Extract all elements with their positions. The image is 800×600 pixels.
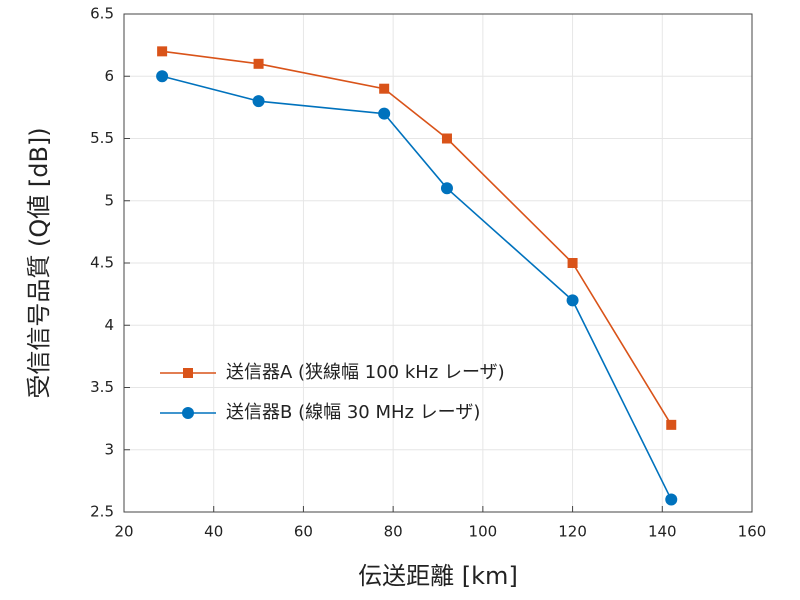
legend-label: 送信器A (狭線幅 100 kHz レーザ) <box>226 362 505 383</box>
x-tick-label: 100 <box>469 523 498 541</box>
marker <box>156 70 169 83</box>
x-tick-label: 80 <box>384 523 403 541</box>
y-tick-label: 6.5 <box>90 5 114 23</box>
x-axis-label: 伝送距離 [km] <box>358 562 518 590</box>
marker <box>157 46 168 57</box>
series-line <box>161 75 672 500</box>
marker <box>566 294 579 307</box>
marker <box>567 258 578 268</box>
marker <box>253 58 264 69</box>
y-tick-label: 5 <box>104 191 114 209</box>
y-tick-label: 4 <box>104 316 114 334</box>
marker <box>252 95 265 108</box>
y-tick-label: 2.5 <box>90 503 114 521</box>
x-tick-label: 40 <box>204 523 223 541</box>
series-line <box>162 50 672 426</box>
x-tick-label: 60 <box>294 523 313 541</box>
legend: 送信器A (狭線幅 100 kHz レーザ) 送信器B (線幅 30 MHz レー… <box>160 362 505 423</box>
marker <box>665 493 678 506</box>
y-tick-label: 3.5 <box>90 378 114 396</box>
marker <box>182 407 194 419</box>
x-tick-label: 20 <box>114 523 133 541</box>
y-tick-label: 5.5 <box>90 129 114 147</box>
marker <box>379 83 390 94</box>
marker <box>440 182 453 195</box>
plot-frame <box>123 13 753 513</box>
x-tick-label: 120 <box>558 523 587 541</box>
y-tick-label: 6 <box>104 67 114 85</box>
x-tick-label: 140 <box>648 523 677 541</box>
legend-label: 送信器B (線幅 30 MHz レーザ) <box>226 402 480 423</box>
y-tick-label: 4.5 <box>90 254 114 272</box>
y-axis-label: 受信信号品質 (Q値 [dB]) <box>25 127 53 398</box>
y-tick-label: 3 <box>104 440 114 458</box>
marker <box>666 419 677 430</box>
marker <box>441 133 452 144</box>
marker <box>183 368 193 378</box>
marker <box>378 107 391 120</box>
x-tick-label: 160 <box>738 523 767 541</box>
